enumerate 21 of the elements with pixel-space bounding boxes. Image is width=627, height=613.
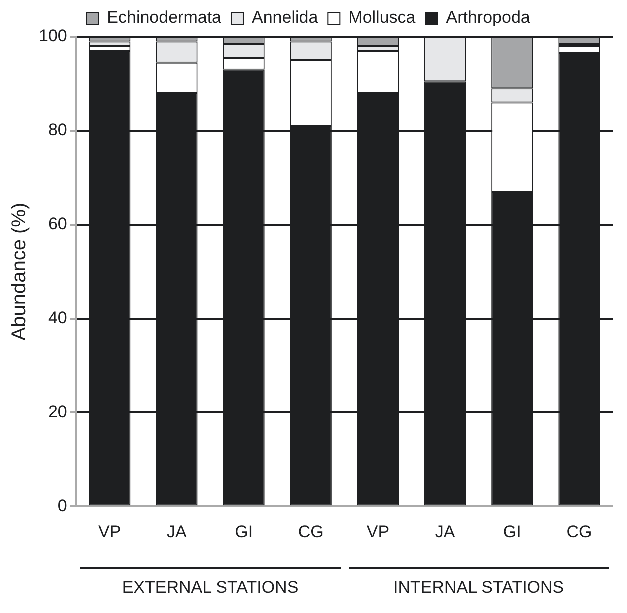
legend-label: Arthropoda xyxy=(446,8,531,28)
legend-label: Echinodermata xyxy=(107,8,222,28)
x-tick-label: JA xyxy=(167,522,188,542)
x-tick-label: JA xyxy=(435,522,456,542)
x-tick-label: CG xyxy=(566,522,592,542)
y-tick-label: 40 xyxy=(48,308,68,328)
y-tick-label: 0 xyxy=(58,496,68,516)
x-tick-label: GI xyxy=(235,522,254,542)
x-tick-label: GI xyxy=(503,522,522,542)
legend-label: Annelida xyxy=(252,8,319,28)
y-tick-label: 80 xyxy=(48,120,68,140)
legend-label: Mollusca xyxy=(348,8,416,28)
x-tick-label: VP xyxy=(98,522,122,542)
y-axis-title: Abundance (%) xyxy=(8,202,31,341)
y-tick-label: 20 xyxy=(48,402,68,422)
y-tick-label: 60 xyxy=(48,214,68,234)
y-tick-label: 100 xyxy=(38,26,68,46)
text: INTERNAL STATIONS xyxy=(392,578,566,598)
text: EXTERNAL STATIONS xyxy=(121,578,300,598)
x-tick-label: VP xyxy=(366,522,390,542)
x-tick-label: CG xyxy=(298,522,324,542)
